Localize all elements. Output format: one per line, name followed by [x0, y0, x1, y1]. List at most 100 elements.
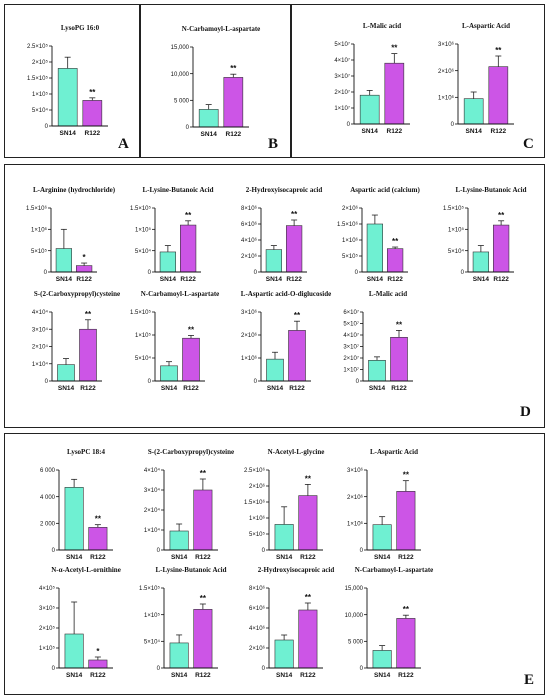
x-tick-label: SN14: [171, 554, 188, 561]
y-tick-label: 0: [186, 125, 190, 131]
y-tick-label: 3×10⁷: [334, 73, 350, 80]
panel-b: [140, 4, 291, 158]
x-tick-label: SN14: [58, 385, 75, 392]
significance-marker: **: [291, 210, 298, 219]
y-tick-label: 0: [148, 270, 152, 276]
x-tick-label: SN14: [266, 276, 283, 283]
bar-r122: [285, 225, 303, 273]
chart-17: L-Aspartic Acid 0 1×10⁶ 2×10⁶ 3×10⁶ SN14 R122 *…: [347, 448, 421, 561]
chart-title: N-Carbamoyl-L-aspartate: [141, 290, 220, 298]
bar-r122: [79, 328, 97, 382]
y-tick-label: 0: [451, 122, 455, 128]
x-tick-label: SN14: [66, 672, 83, 679]
y-tick-label: 2 000: [40, 522, 56, 528]
chart-title: N-Carbamoyl-L-aspartate: [355, 566, 434, 574]
x-tick-label: SN14: [276, 672, 293, 679]
y-tick-label: 5×10⁴: [32, 107, 49, 114]
y-tick-label: 1×10⁵: [144, 612, 161, 619]
x-tick-label: R122: [195, 672, 211, 679]
y-tick-label: 5×10⁴: [448, 248, 465, 255]
x-tick-label: SN14: [160, 276, 177, 283]
bar-sn14: [159, 251, 176, 273]
y-tick-label: 1.5×10⁶: [244, 499, 266, 506]
y-tick-label: 2×10⁶: [249, 483, 266, 490]
y-tick-label: 2×10⁷: [343, 355, 359, 362]
chart-title: N-Acetyl-L-glycine: [268, 448, 325, 456]
x-tick-label: R122: [76, 276, 92, 283]
panel-c: [291, 4, 545, 158]
y-tick-label: 6×10⁶: [241, 221, 258, 228]
chart-title: S-(2-Carboxypropyl)cysteine: [148, 448, 234, 456]
bar-sn14: [169, 642, 189, 669]
bar-sn14: [274, 524, 294, 551]
significance-marker: **: [396, 320, 403, 329]
y-tick-label: 0: [52, 666, 56, 672]
y-tick-label: 0: [355, 270, 359, 276]
x-tick-label: SN14: [374, 554, 391, 561]
y-tick-label: 0: [262, 666, 266, 672]
x-tick-label: SN14: [367, 276, 384, 283]
chart-5: L-Arginine (hydrochloride) 0 5×10⁵ 1×10⁶ 1.5…: [26, 186, 116, 283]
y-tick-label: 0: [254, 270, 258, 276]
y-tick-label: 2×10⁶: [241, 332, 258, 339]
y-tick-label: 5×10⁴: [144, 639, 161, 646]
chart-18: N-α-Acetyl-L-ornithine 0 1×10⁵ 2×10⁵ 3×10⁵ 4×…: [39, 566, 121, 679]
x-tick-label: R122: [491, 128, 507, 135]
panel-d: [4, 164, 545, 428]
y-tick-label: 6×10⁷: [343, 309, 359, 316]
x-tick-label: R122: [195, 554, 211, 561]
bar-r122: [384, 62, 405, 125]
x-tick-label: R122: [80, 385, 96, 392]
bar-sn14: [265, 249, 282, 273]
y-tick-label: 1×10⁶: [249, 515, 266, 522]
y-tick-label: 2.5×10⁵: [27, 43, 49, 50]
x-tick-label: SN14: [201, 131, 218, 138]
y-tick-label: 3×10⁶: [241, 309, 258, 316]
bar-sn14: [57, 68, 78, 127]
x-tick-label: R122: [398, 672, 414, 679]
x-tick-label: SN14: [60, 130, 77, 137]
bar-sn14: [463, 98, 484, 125]
chart-4: L-Aspartic Acid 0 1×10⁶ 2×10⁶ 3×10⁶ SN14 R122 *…: [438, 22, 514, 135]
significance-marker: **: [185, 211, 192, 220]
chart-14: LysoPC 18:4 0 2 000 4 000 6 000 SN14 R122 **: [40, 448, 113, 561]
bar-r122: [223, 77, 244, 128]
x-tick-label: R122: [90, 672, 106, 679]
bar-r122: [76, 265, 93, 273]
y-tick-label: 5×10⁵: [31, 248, 48, 255]
bar-r122: [182, 337, 200, 382]
y-tick-label: 1×10⁴: [144, 527, 161, 534]
significance-marker: **: [391, 44, 398, 53]
chart-title: LysoPC 18:4: [67, 448, 105, 456]
y-tick-label: 2×10⁴: [144, 507, 161, 514]
panel-label-c: C: [523, 136, 534, 152]
y-tick-label: 6×10⁶: [249, 605, 266, 612]
y-tick-label: 0: [44, 270, 48, 276]
y-tick-label: 5 000: [348, 640, 364, 646]
y-tick-label: 0: [347, 122, 351, 128]
chart-10: S-(2-Carboxypropyl)cysteine 0 1×10⁴ 2×10⁴ 3×…: [32, 290, 120, 392]
y-tick-label: 4×10⁷: [334, 57, 350, 64]
y-tick-label: 1×10⁷: [343, 367, 359, 374]
x-tick-label: R122: [300, 554, 316, 561]
x-tick-label: R122: [300, 672, 316, 679]
y-tick-label: 1.5×10⁵: [139, 585, 161, 592]
significance-marker: **: [200, 469, 207, 478]
y-tick-label: 15,000: [171, 45, 190, 51]
y-tick-label: 4 000: [40, 495, 56, 501]
y-tick-label: 2×10⁷: [334, 89, 350, 96]
y-tick-label: 1×10⁵: [39, 645, 56, 652]
x-tick-label: R122: [286, 276, 302, 283]
bar-sn14: [368, 359, 386, 382]
bar-r122: [180, 224, 197, 273]
y-tick-label: 5 000: [174, 99, 190, 105]
x-tick-label: R122: [226, 131, 242, 138]
x-tick-label: R122: [493, 276, 509, 283]
y-tick-label: 2×10⁶: [347, 494, 364, 501]
x-tick-label: SN14: [171, 672, 188, 679]
x-tick-label: SN14: [56, 276, 73, 283]
chart-8: Aspartic acid (calcium) 0 5×10⁵ 1×10⁶ 1.5×10…: [337, 186, 420, 283]
x-tick-label: R122: [398, 554, 414, 561]
bar-r122: [298, 609, 318, 669]
bar-sn14: [198, 109, 219, 128]
